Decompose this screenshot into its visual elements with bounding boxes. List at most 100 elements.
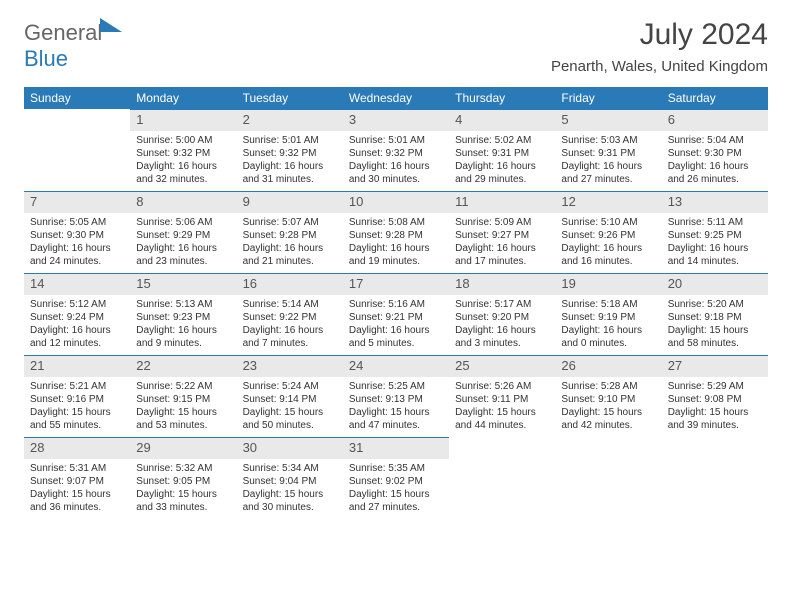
sunrise-line: Sunrise: 5:32 AM <box>136 462 230 475</box>
sunset-line: Sunset: 9:28 PM <box>349 229 443 242</box>
sunrise-line: Sunrise: 5:34 AM <box>243 462 337 475</box>
day-number: 8 <box>130 191 236 213</box>
daylight-line: Daylight: 15 hours and 53 minutes. <box>136 406 230 432</box>
sunrise-line: Sunrise: 5:01 AM <box>243 134 337 147</box>
header: General Blue July 2024 Penarth, Wales, U… <box>24 18 768 75</box>
sunset-line: Sunset: 9:32 PM <box>349 147 443 160</box>
day-body: Sunrise: 5:32 AMSunset: 9:05 PMDaylight:… <box>130 459 236 518</box>
calendar-cell: 22Sunrise: 5:22 AMSunset: 9:15 PMDayligh… <box>130 355 236 437</box>
sunrise-line: Sunrise: 5:12 AM <box>30 298 124 311</box>
day-body: Sunrise: 5:06 AMSunset: 9:29 PMDaylight:… <box>130 213 236 272</box>
sunset-line: Sunset: 9:26 PM <box>561 229 655 242</box>
calendar-cell: 18Sunrise: 5:17 AMSunset: 9:20 PMDayligh… <box>449 273 555 355</box>
sunrise-line: Sunrise: 5:04 AM <box>668 134 762 147</box>
day-number: 21 <box>24 355 130 377</box>
day-header: Wednesday <box>343 87 449 109</box>
sunset-line: Sunset: 9:08 PM <box>668 393 762 406</box>
day-number: 11 <box>449 191 555 213</box>
title-block: July 2024 Penarth, Wales, United Kingdom <box>551 18 768 75</box>
calendar-cell <box>24 109 130 191</box>
day-body: Sunrise: 5:07 AMSunset: 9:28 PMDaylight:… <box>237 213 343 272</box>
day-number: 9 <box>237 191 343 213</box>
day-number: 19 <box>555 273 661 295</box>
daylight-line: Daylight: 16 hours and 26 minutes. <box>668 160 762 186</box>
sunset-line: Sunset: 9:18 PM <box>668 311 762 324</box>
day-body: Sunrise: 5:11 AMSunset: 9:25 PMDaylight:… <box>662 213 768 272</box>
day-number: 25 <box>449 355 555 377</box>
day-body: Sunrise: 5:10 AMSunset: 9:26 PMDaylight:… <box>555 213 661 272</box>
sunrise-line: Sunrise: 5:01 AM <box>349 134 443 147</box>
calendar-cell: 19Sunrise: 5:18 AMSunset: 9:19 PMDayligh… <box>555 273 661 355</box>
calendar-cell: 1Sunrise: 5:00 AMSunset: 9:32 PMDaylight… <box>130 109 236 191</box>
sunset-line: Sunset: 9:05 PM <box>136 475 230 488</box>
day-body: Sunrise: 5:18 AMSunset: 9:19 PMDaylight:… <box>555 295 661 354</box>
sunset-line: Sunset: 9:10 PM <box>561 393 655 406</box>
day-body: Sunrise: 5:03 AMSunset: 9:31 PMDaylight:… <box>555 131 661 190</box>
sunset-line: Sunset: 9:15 PM <box>136 393 230 406</box>
daylight-line: Daylight: 16 hours and 7 minutes. <box>243 324 337 350</box>
location: Penarth, Wales, United Kingdom <box>551 58 768 75</box>
day-number: 12 <box>555 191 661 213</box>
calendar-cell: 2Sunrise: 5:01 AMSunset: 9:32 PMDaylight… <box>237 109 343 191</box>
day-header: Thursday <box>449 87 555 109</box>
day-number: 17 <box>343 273 449 295</box>
sunrise-line: Sunrise: 5:00 AM <box>136 134 230 147</box>
daylight-line: Daylight: 15 hours and 42 minutes. <box>561 406 655 432</box>
sunrise-line: Sunrise: 5:06 AM <box>136 216 230 229</box>
calendar-cell: 27Sunrise: 5:29 AMSunset: 9:08 PMDayligh… <box>662 355 768 437</box>
sunset-line: Sunset: 9:24 PM <box>30 311 124 324</box>
day-header: Sunday <box>24 87 130 109</box>
sunset-line: Sunset: 9:21 PM <box>349 311 443 324</box>
day-body: Sunrise: 5:20 AMSunset: 9:18 PMDaylight:… <box>662 295 768 354</box>
sunset-line: Sunset: 9:29 PM <box>136 229 230 242</box>
sunset-line: Sunset: 9:04 PM <box>243 475 337 488</box>
day-header: Monday <box>130 87 236 109</box>
calendar-cell: 26Sunrise: 5:28 AMSunset: 9:10 PMDayligh… <box>555 355 661 437</box>
daylight-line: Daylight: 15 hours and 55 minutes. <box>30 406 124 432</box>
sunset-line: Sunset: 9:27 PM <box>455 229 549 242</box>
daylight-line: Daylight: 15 hours and 58 minutes. <box>668 324 762 350</box>
daylight-line: Daylight: 16 hours and 31 minutes. <box>243 160 337 186</box>
calendar-cell: 11Sunrise: 5:09 AMSunset: 9:27 PMDayligh… <box>449 191 555 273</box>
sunrise-line: Sunrise: 5:09 AM <box>455 216 549 229</box>
sunrise-line: Sunrise: 5:08 AM <box>349 216 443 229</box>
day-body: Sunrise: 5:17 AMSunset: 9:20 PMDaylight:… <box>449 295 555 354</box>
sunrise-line: Sunrise: 5:21 AM <box>30 380 124 393</box>
calendar-cell: 25Sunrise: 5:26 AMSunset: 9:11 PMDayligh… <box>449 355 555 437</box>
calendar-row: 28Sunrise: 5:31 AMSunset: 9:07 PMDayligh… <box>24 437 768 519</box>
daylight-line: Daylight: 15 hours and 27 minutes. <box>349 488 443 514</box>
daylight-line: Daylight: 16 hours and 16 minutes. <box>561 242 655 268</box>
sunrise-line: Sunrise: 5:07 AM <box>243 216 337 229</box>
day-number: 3 <box>343 109 449 131</box>
calendar-cell: 24Sunrise: 5:25 AMSunset: 9:13 PMDayligh… <box>343 355 449 437</box>
calendar-row: 7Sunrise: 5:05 AMSunset: 9:30 PMDaylight… <box>24 191 768 273</box>
day-number: 6 <box>662 109 768 131</box>
sunset-line: Sunset: 9:28 PM <box>243 229 337 242</box>
day-number: 23 <box>237 355 343 377</box>
day-number: 30 <box>237 437 343 459</box>
day-body: Sunrise: 5:34 AMSunset: 9:04 PMDaylight:… <box>237 459 343 518</box>
day-header: Tuesday <box>237 87 343 109</box>
day-body: Sunrise: 5:25 AMSunset: 9:13 PMDaylight:… <box>343 377 449 436</box>
day-body: Sunrise: 5:24 AMSunset: 9:14 PMDaylight:… <box>237 377 343 436</box>
sunset-line: Sunset: 9:25 PM <box>668 229 762 242</box>
sunrise-line: Sunrise: 5:35 AM <box>349 462 443 475</box>
calendar-body: 1 Sunrise: 5:00 AM Sunset: 9:32 PM Daylight… <box>24 109 768 519</box>
daylight-line: Daylight: 16 hours and 24 minutes. <box>30 242 124 268</box>
day-header: Saturday <box>662 87 768 109</box>
day-body: Sunrise: 5:05 AMSunset: 9:30 PMDaylight:… <box>24 213 130 272</box>
sunset-line: Sunset: 9:31 PM <box>455 147 549 160</box>
sunset-line: Sunset: 9:20 PM <box>455 311 549 324</box>
day-body: Sunrise: 5:09 AMSunset: 9:27 PMDaylight:… <box>449 213 555 272</box>
daylight-line: Daylight: 16 hours and 3 minutes. <box>455 324 549 350</box>
sunrise-line: Sunrise: 5:22 AM <box>136 380 230 393</box>
calendar-cell: 28Sunrise: 5:31 AMSunset: 9:07 PMDayligh… <box>24 437 130 519</box>
day-body: Sunrise: 5:31 AMSunset: 9:07 PMDaylight:… <box>24 459 130 518</box>
daylight-line: Daylight: 16 hours and 9 minutes. <box>136 324 230 350</box>
daylight-line: Daylight: 16 hours and 27 minutes. <box>561 160 655 186</box>
day-number: 1 <box>130 109 236 131</box>
calendar-cell: 9Sunrise: 5:07 AMSunset: 9:28 PMDaylight… <box>237 191 343 273</box>
sunset-line: Sunset: 9:30 PM <box>30 229 124 242</box>
daylight-line: Daylight: 16 hours and 5 minutes. <box>349 324 443 350</box>
day-body: Sunrise: 5:08 AMSunset: 9:28 PMDaylight:… <box>343 213 449 272</box>
